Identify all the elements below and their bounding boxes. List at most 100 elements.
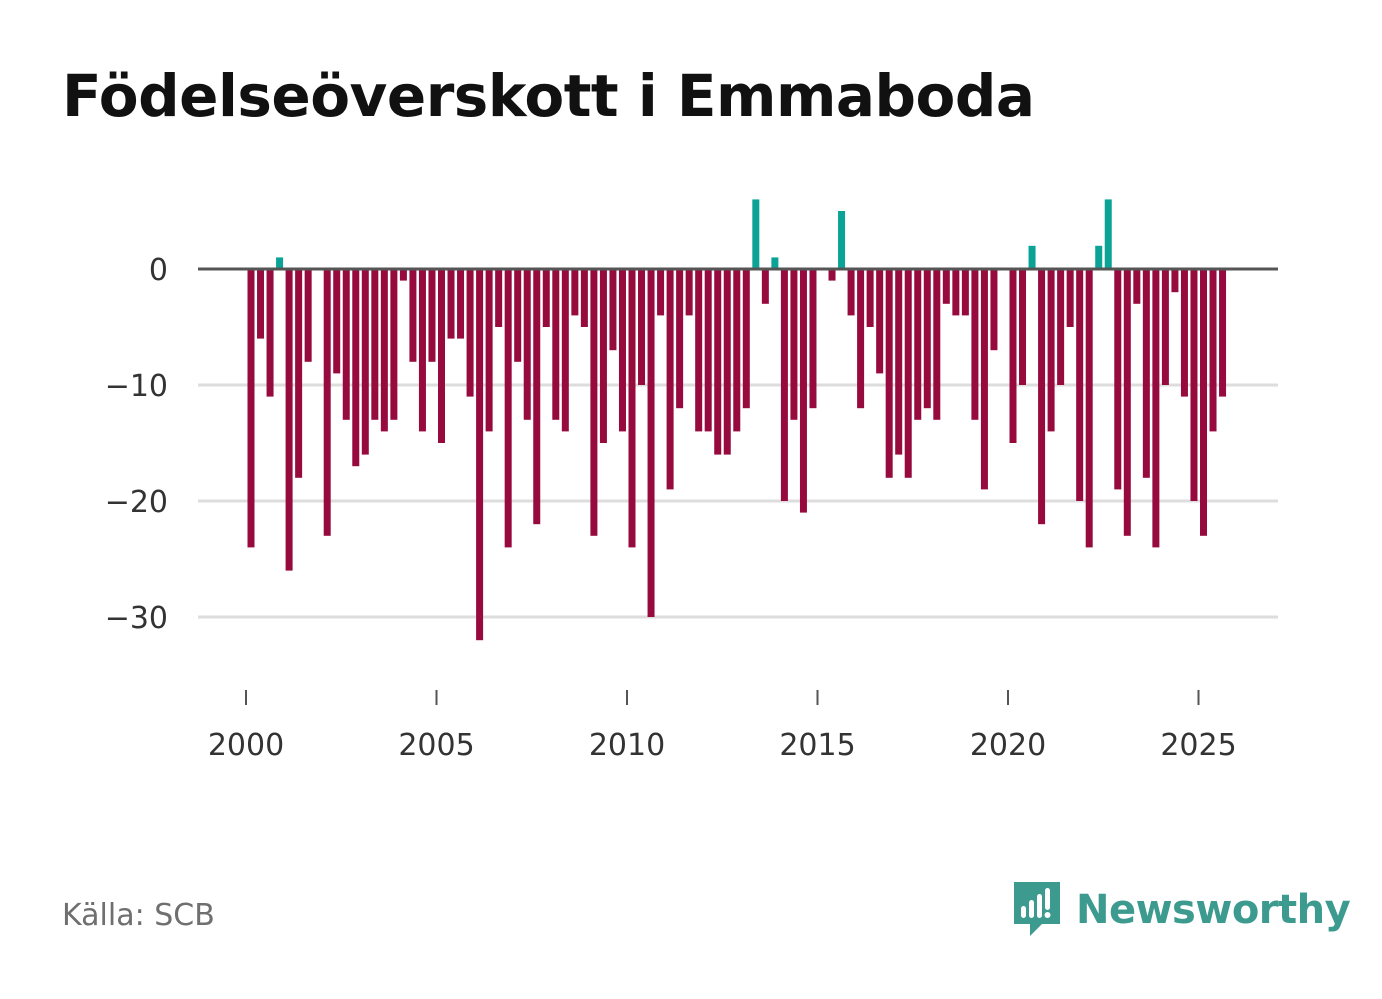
bar-chart: 0 −10 −20 −30 2000 2005 2010 2015 2020 2025 xyxy=(105,199,1278,763)
bar xyxy=(447,269,455,339)
bar xyxy=(295,269,303,478)
bar xyxy=(542,269,550,327)
chart-title: Födelseöverskott i Emmaboda xyxy=(62,62,1035,130)
brand-name: Newsworthy xyxy=(1076,887,1351,933)
bar xyxy=(418,269,426,432)
bar xyxy=(561,269,569,432)
bar xyxy=(571,269,579,316)
bar xyxy=(971,269,979,420)
bar xyxy=(876,269,884,374)
bar xyxy=(1123,269,1131,536)
x-axis: 2000 2005 2010 2015 2020 2025 xyxy=(208,690,1237,763)
bar xyxy=(961,269,969,316)
bar xyxy=(933,269,941,420)
bar xyxy=(476,269,484,641)
x-tick-label: 2000 xyxy=(208,728,284,763)
bar xyxy=(657,269,665,316)
bar xyxy=(714,269,722,455)
bar xyxy=(904,269,912,478)
bar xyxy=(266,269,274,397)
bar xyxy=(599,269,607,443)
y-tick-label: 0 xyxy=(149,253,168,288)
bar xyxy=(628,269,636,548)
bar xyxy=(247,269,255,548)
bar xyxy=(438,269,445,443)
bar xyxy=(1171,269,1179,293)
x-tick-label: 2010 xyxy=(589,728,665,763)
y-axis-labels: 0 −10 −20 −30 xyxy=(105,253,168,636)
bar xyxy=(552,269,560,420)
bar xyxy=(1161,269,1169,385)
bar xyxy=(733,269,741,432)
bar xyxy=(942,269,950,304)
bar xyxy=(371,269,379,420)
bar xyxy=(342,269,350,420)
bar xyxy=(828,269,836,281)
bar xyxy=(580,269,588,327)
bar xyxy=(666,269,674,490)
bar xyxy=(428,269,436,362)
bar xyxy=(304,269,312,362)
bar xyxy=(895,269,903,455)
bar xyxy=(914,269,922,420)
bar xyxy=(1209,269,1217,432)
bar xyxy=(390,269,398,420)
bar xyxy=(1095,245,1103,269)
x-tick-label: 2020 xyxy=(970,728,1046,763)
bar xyxy=(742,269,750,409)
bar xyxy=(1190,269,1198,501)
bar xyxy=(323,269,331,536)
bar xyxy=(809,269,817,409)
x-tick-label: 2005 xyxy=(398,728,474,763)
bar xyxy=(799,269,807,513)
bar xyxy=(276,257,284,269)
bar xyxy=(1009,269,1017,443)
bar xyxy=(685,269,693,316)
bar xyxy=(695,269,703,432)
bar xyxy=(523,269,531,420)
bar xyxy=(1076,269,1084,501)
bar xyxy=(761,269,769,304)
bar xyxy=(399,269,407,281)
bar xyxy=(847,269,855,316)
bar xyxy=(952,269,960,316)
bar xyxy=(790,269,798,420)
bar xyxy=(352,269,360,467)
bar xyxy=(609,269,617,351)
bar xyxy=(1142,269,1150,478)
bar xyxy=(514,269,522,362)
bar xyxy=(638,269,646,385)
source-note: Källa: SCB xyxy=(62,898,215,933)
bar xyxy=(1200,269,1207,536)
bar xyxy=(923,269,931,409)
bar xyxy=(485,269,493,432)
bar xyxy=(1219,269,1227,397)
bar xyxy=(618,269,626,432)
y-tick-label: −20 xyxy=(105,485,168,520)
bar xyxy=(857,269,865,409)
bar xyxy=(1019,269,1027,385)
bar xyxy=(1047,269,1055,432)
bar xyxy=(380,269,388,432)
x-tick-label: 2015 xyxy=(779,728,855,763)
bar xyxy=(361,269,369,455)
bar xyxy=(1085,269,1093,548)
bar xyxy=(409,269,417,362)
bar xyxy=(257,269,265,339)
bar xyxy=(838,211,846,269)
brand-logo: Newsworthy xyxy=(1010,880,1351,940)
bar xyxy=(780,269,788,501)
bar xyxy=(504,269,512,548)
y-tick-label: −10 xyxy=(105,369,168,404)
bar xyxy=(457,269,465,339)
y-tick-label: −30 xyxy=(105,601,168,636)
x-tick-label: 2025 xyxy=(1160,728,1236,763)
bar xyxy=(1028,245,1036,269)
bar xyxy=(704,269,712,432)
bar xyxy=(1057,269,1065,385)
bar xyxy=(723,269,731,455)
bar xyxy=(980,269,988,490)
bar xyxy=(533,269,541,525)
bar xyxy=(752,199,760,269)
bar xyxy=(866,269,874,327)
